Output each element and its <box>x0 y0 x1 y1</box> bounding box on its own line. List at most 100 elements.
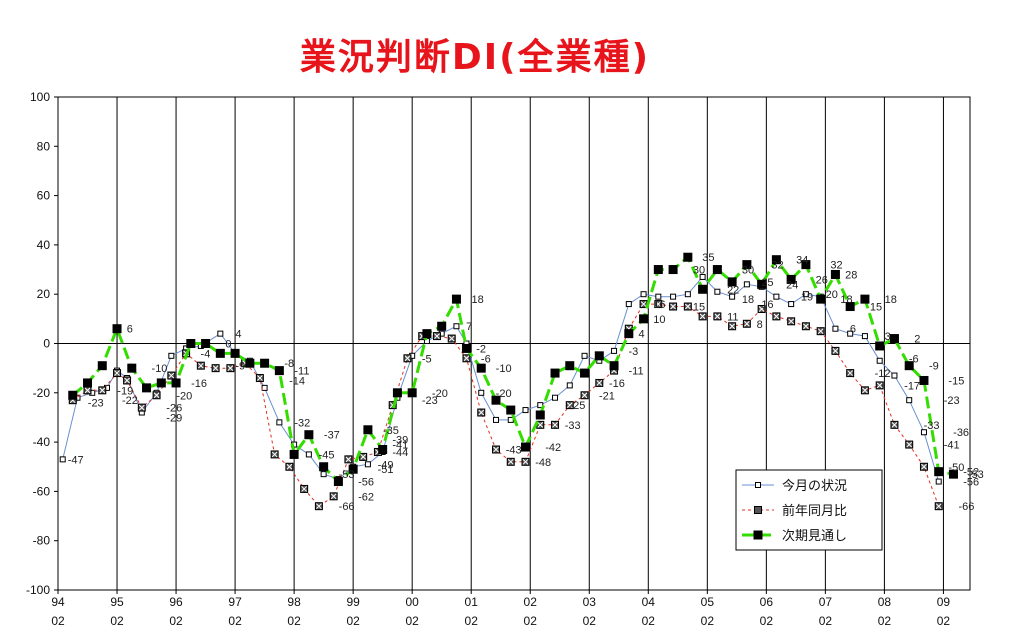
data-label: -4 <box>201 348 211 360</box>
data-label: -48 <box>535 457 551 469</box>
data-label: 19 <box>801 292 813 304</box>
data-point <box>521 442 531 452</box>
data-point-cross <box>153 392 160 399</box>
legend-marker <box>755 482 761 488</box>
data-point <box>226 364 235 373</box>
data-point <box>276 419 283 426</box>
data-point <box>113 369 122 378</box>
data-label: 15 <box>870 302 882 314</box>
data-point <box>196 361 205 370</box>
data-point <box>506 457 515 466</box>
x-tick-label: 07 <box>819 595 833 609</box>
data-label: -20 <box>176 390 192 402</box>
x-tick-label: 03 <box>583 595 597 609</box>
data-label: -17 <box>904 380 920 392</box>
x-tick-month: 02 <box>583 614 597 628</box>
data-point <box>447 334 456 343</box>
data-point <box>860 294 870 304</box>
data-point-cross <box>581 392 588 399</box>
data-point <box>333 477 343 487</box>
data-point <box>230 348 240 358</box>
data-point-cross <box>197 362 204 369</box>
data-point <box>890 420 899 429</box>
data-label: 26 <box>816 274 828 286</box>
data-point-cross <box>448 335 455 342</box>
data-point-cross <box>655 301 662 307</box>
x-tick-month: 02 <box>228 614 242 628</box>
data-point-cross <box>744 320 750 327</box>
data-point <box>68 390 78 400</box>
data-point <box>261 384 268 391</box>
data-point <box>123 376 132 385</box>
data-point <box>787 317 796 326</box>
data-point <box>860 386 869 395</box>
data-point <box>802 291 809 298</box>
data-label: -33 <box>565 420 581 432</box>
data-point <box>363 425 373 435</box>
y-tick-label: -100 <box>26 583 50 597</box>
data-label: -53 <box>339 469 355 481</box>
data-point <box>786 274 796 284</box>
x-tick-label: 00 <box>405 595 419 609</box>
data-point-cross <box>478 409 485 416</box>
x-tick-label: 01 <box>465 595 479 609</box>
data-point-cross <box>847 370 854 376</box>
data-point <box>757 279 767 289</box>
data-label: -15 <box>948 375 964 387</box>
data-label: 6 <box>850 324 856 336</box>
data-point-cross <box>434 333 440 339</box>
data-point-cross <box>345 456 352 463</box>
data-point <box>453 323 460 330</box>
data-point-cross <box>566 402 573 408</box>
data-point <box>59 456 66 463</box>
data-label: -21 <box>599 390 615 402</box>
data-point <box>285 462 294 471</box>
data-label: -20 <box>496 388 512 400</box>
data-point-cross <box>227 365 234 372</box>
data-point <box>305 451 312 458</box>
data-point <box>137 403 146 412</box>
x-tick-month: 02 <box>937 614 951 628</box>
data-point <box>904 361 914 371</box>
x-tick-month: 02 <box>110 614 124 628</box>
data-label: -32 <box>294 417 310 429</box>
data-point-cross <box>301 486 308 492</box>
x-tick-label: 09 <box>937 595 951 609</box>
data-point <box>729 293 736 300</box>
data-point-cross <box>921 463 927 470</box>
data-label: -39 <box>392 435 408 447</box>
data-point-cross <box>906 441 913 448</box>
data-point <box>919 375 929 385</box>
data-point <box>743 281 750 288</box>
data-point <box>83 378 93 388</box>
y-tick-label: 80 <box>37 139 51 153</box>
data-point <box>728 322 737 331</box>
data-label: -16 <box>191 378 207 390</box>
data-point <box>683 252 693 262</box>
data-point <box>359 452 368 461</box>
x-tick-label: 96 <box>169 595 183 609</box>
data-label: -52 <box>963 467 979 479</box>
data-label: 24 <box>786 279 798 291</box>
x-tick-month: 02 <box>465 614 479 628</box>
data-point <box>640 291 647 298</box>
data-point <box>478 389 485 396</box>
data-point <box>684 291 691 298</box>
data-point <box>566 382 573 389</box>
data-label: -5 <box>422 353 432 365</box>
data-label: -41 <box>392 440 408 452</box>
x-tick-label: 04 <box>642 595 656 609</box>
data-point <box>639 314 649 324</box>
y-tick-label: 40 <box>37 238 51 252</box>
data-point-cross <box>891 421 898 428</box>
data-label: 16 <box>653 299 665 311</box>
x-tick-month: 02 <box>701 614 715 628</box>
data-point <box>670 293 677 300</box>
data-point <box>552 394 559 401</box>
data-label: -62 <box>358 491 374 503</box>
data-point-cross <box>360 454 367 460</box>
data-point-cross <box>522 458 529 465</box>
data-point <box>83 386 92 395</box>
y-tick-label: -40 <box>33 435 51 449</box>
